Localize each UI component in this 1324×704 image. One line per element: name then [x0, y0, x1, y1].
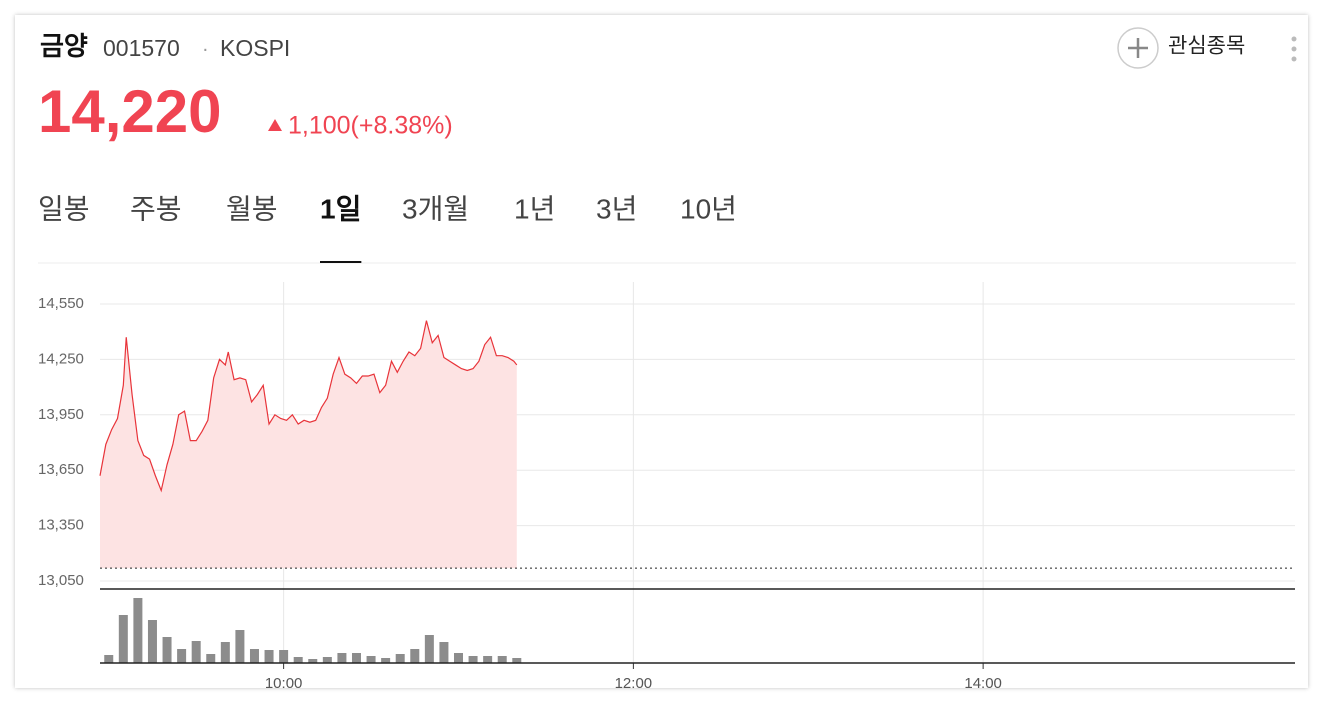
up-arrow	[268, 119, 282, 131]
volume-bar	[424, 635, 434, 663]
volume-bar	[191, 641, 201, 663]
x-tick-label: 14:00	[964, 675, 1002, 692]
plus-icon	[1128, 38, 1148, 58]
volume-bar	[483, 656, 493, 663]
menu-dots[interactable]	[1291, 36, 1297, 62]
volume-bar	[279, 650, 289, 663]
volume-bar	[220, 642, 230, 663]
tab[interactable]: 1일	[320, 193, 361, 224]
volume-bar	[264, 650, 274, 663]
volume-bar	[293, 657, 303, 663]
volume-bar	[497, 656, 507, 663]
y-tick-label: 13,650	[38, 461, 84, 478]
stock-code: 001570	[103, 35, 180, 61]
tab[interactable]: 3개월	[402, 193, 469, 224]
volume-bar	[512, 658, 522, 663]
tab[interactable]: 10년	[680, 193, 737, 224]
price: 14,220	[38, 78, 222, 145]
volume-bar	[206, 654, 216, 663]
volume-bar	[439, 642, 449, 663]
price-change: 1,100(+8.38%)	[288, 112, 453, 140]
volume-bar	[177, 649, 187, 663]
watch-label[interactable]: 관심종목	[1168, 35, 1245, 58]
market: KOSPI	[220, 35, 290, 61]
y-tick-label: 13,350	[38, 517, 84, 534]
volume-bar	[410, 649, 420, 663]
volume-bar	[468, 656, 478, 663]
volume-bar	[235, 630, 245, 663]
volume-bar	[454, 653, 463, 663]
separator: ·	[202, 38, 209, 60]
x-tick-label: 10:00	[265, 675, 303, 692]
volume-bar	[351, 653, 361, 663]
volume-bar	[308, 659, 318, 663]
price-line	[99, 320, 518, 493]
volume-bar	[381, 658, 391, 663]
volume-bar	[118, 615, 128, 663]
volume-bar	[147, 620, 157, 663]
volume-bar	[104, 655, 114, 663]
y-tick-label: 13,950	[38, 406, 84, 423]
volume-bar	[395, 654, 405, 663]
x-tick-label: 12:00	[615, 675, 653, 692]
stock-card	[15, 15, 1308, 688]
area	[100, 320, 517, 569]
tab[interactable]: 3년	[596, 193, 637, 224]
tab[interactable]: 월봉	[226, 193, 278, 224]
y-tick-label: 14,550	[38, 295, 84, 312]
y-tick-label: 14,250	[38, 350, 84, 367]
volume-bar	[133, 598, 143, 663]
volume-bar	[162, 637, 172, 663]
tab[interactable]: 1년	[514, 193, 555, 224]
volume-bar	[366, 656, 376, 663]
tab[interactable]: 주봉	[130, 193, 182, 224]
y-tick-label: 13,050	[38, 572, 84, 589]
stock-name: 금양	[40, 31, 88, 61]
volume-bar	[322, 657, 332, 663]
volume-bar	[337, 653, 347, 663]
tab[interactable]: 일봉	[38, 193, 90, 224]
volume-bar	[249, 649, 259, 663]
